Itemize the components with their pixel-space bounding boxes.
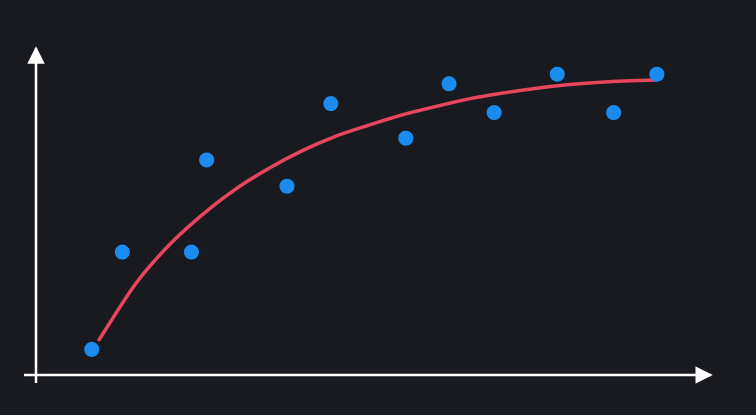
data-point: [84, 341, 100, 357]
data-point: [279, 178, 295, 194]
data-point: [649, 66, 665, 82]
data-point: [549, 66, 565, 82]
data-point: [183, 244, 199, 260]
data-point: [323, 96, 339, 112]
fitted-curve: [97, 78, 659, 342]
data-point: [199, 152, 215, 168]
data-point: [606, 105, 622, 121]
data-point: [486, 105, 502, 121]
data-point: [441, 76, 457, 92]
data-points: [84, 66, 665, 357]
data-point: [114, 244, 130, 260]
data-point: [398, 130, 414, 146]
